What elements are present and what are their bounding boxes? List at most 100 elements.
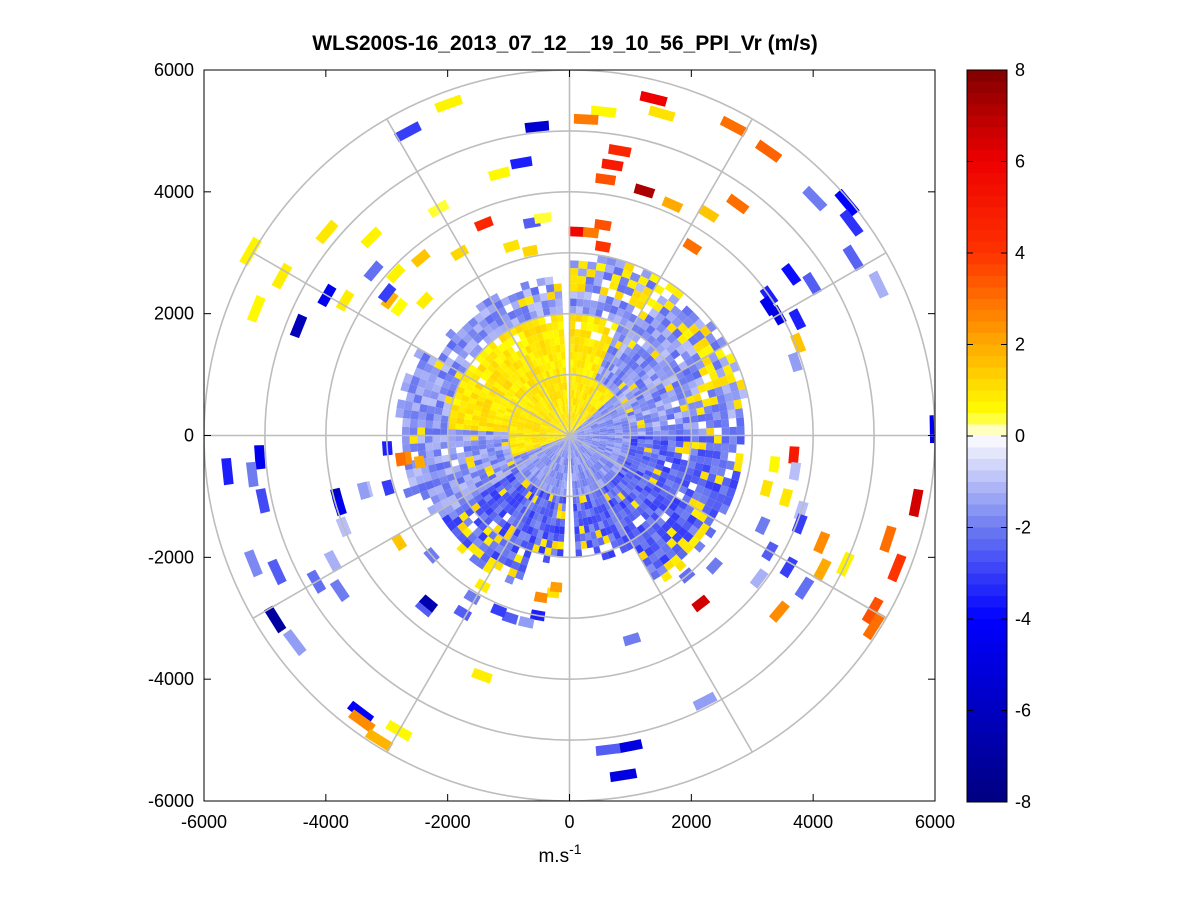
scan-cell [446,339,458,351]
scan-cell [539,481,546,490]
scan-cell [595,262,606,272]
scan-cell [587,361,594,371]
scan-cell [575,495,581,504]
scan-cell [550,548,558,557]
scan-cell [471,449,481,457]
scan-cell [434,376,445,387]
scan-cell [572,442,576,450]
scan-cell [586,449,594,456]
scan-cell [599,317,608,327]
scan-cell [559,423,565,430]
scan-cell [478,542,489,553]
scan-cell [516,367,525,377]
scan-cell [498,460,507,467]
scan-cell [557,503,563,512]
scan-cell [533,444,542,450]
scan-cell [547,477,554,486]
scan-cell [516,521,525,531]
scan-cell [736,417,745,427]
scan-cell [572,397,576,406]
scan-cell [539,439,548,442]
scan-cell [580,540,588,550]
scan-cell [728,381,739,393]
scan-cell [587,459,594,467]
scan-cell [614,367,623,377]
scan-cell [598,478,606,487]
scan-cell [444,373,455,383]
scan-cell [602,326,611,336]
scan-cell [532,350,540,359]
scan-cell [634,484,644,494]
scan-cell [671,543,683,555]
scan-cell [612,447,621,452]
scan-cell [547,440,556,444]
scan-cell [687,460,697,470]
scan-cell [555,344,561,353]
scan-cell [622,401,631,408]
scan-cell [550,478,556,487]
scan-cell [627,414,636,420]
outer-return [381,479,395,497]
scan-cell [585,353,592,362]
scan-cell [439,386,449,396]
scan-cell [457,405,467,414]
scan-cell [496,389,506,398]
scan-cell [531,456,539,463]
scan-cell [508,429,517,433]
scan-cell [602,378,610,387]
scan-cell [668,435,677,442]
scan-cell [461,322,473,334]
scan-cell [622,441,631,446]
scan-cell [725,487,737,499]
scan-cell [571,442,575,450]
scan-cell [707,472,717,483]
scan-cell [600,386,608,395]
scan-cell [470,430,479,436]
scan-cell [580,463,585,472]
scan-cell [603,303,612,313]
scan-cell [483,536,494,547]
scan-cell [606,423,615,428]
scan-cell [522,456,530,463]
scan-cell [616,457,626,464]
scan-cell [652,425,661,432]
scan-cell [592,389,599,398]
scan-cell [554,291,563,300]
scan-cell [447,435,456,442]
scan-cell [448,447,457,455]
scan-cell [584,436,593,438]
scan-cell [704,380,715,391]
scan-cell [579,471,584,480]
scan-cell [588,492,595,501]
scan-cell [535,460,543,468]
scan-cell [576,437,584,441]
scan-cell [446,473,456,482]
scan-cell [621,443,630,449]
scan-cell [637,275,650,287]
scan-cell [564,442,568,451]
scan-cell [539,454,547,461]
scan-cell [537,452,545,458]
scan-cell [550,443,558,449]
scan-cell [433,414,442,422]
scan-cell [531,431,540,434]
scan-cell [671,521,682,533]
scan-cell [517,421,526,427]
scan-cell [666,450,675,458]
scan-cell [576,436,585,439]
scan-cell [473,368,484,378]
scan-cell [625,303,636,314]
scan-cell [634,282,646,294]
scan-cell [501,382,511,391]
outer-return [834,188,860,217]
scan-cell [612,416,621,422]
scan-cell [698,428,707,436]
scan-cell [478,421,487,427]
scan-cell [612,399,621,407]
scan-cell [659,306,671,318]
scan-cell [498,352,508,362]
scan-cell [649,489,659,499]
scan-cell [731,390,741,401]
scan-cell [597,444,606,450]
colorbar-tick-label: -2 [1015,518,1031,538]
